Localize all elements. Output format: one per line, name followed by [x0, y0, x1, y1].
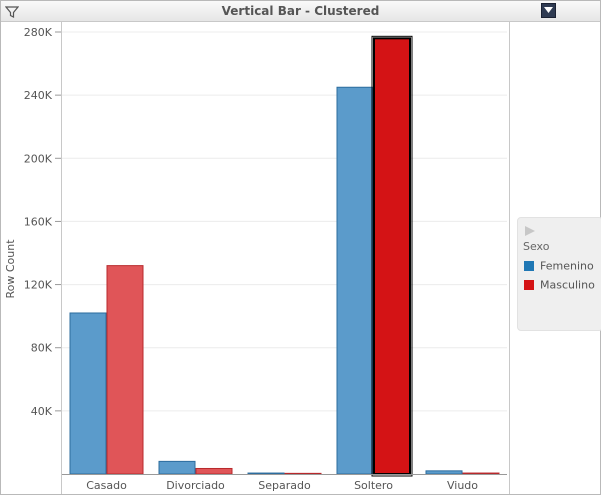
y-tick-label: 200K	[24, 152, 53, 165]
selection-outline	[371, 35, 413, 477]
legend-title: Sexo	[523, 240, 550, 253]
y-tick-label: 240K	[24, 89, 53, 102]
y-tick-label: 80K	[31, 342, 53, 355]
bar-femenino-separado[interactable]	[247, 472, 285, 475]
x-tick-label: Viudo	[447, 479, 478, 492]
y-tick-label: 120K	[24, 279, 53, 292]
y-tick-label: 160K	[24, 215, 53, 228]
bar-masculino-viudo[interactable]	[462, 472, 500, 475]
y-tick-label: 40K	[31, 405, 53, 418]
bar-masculino-divorciado[interactable]	[195, 467, 233, 475]
bar-femenino-soltero[interactable]	[336, 86, 374, 475]
bar-chart: 40K 80K 120K 160K 200K 240K 280K Row Count Casad…	[4, 26, 507, 492]
x-tick-label: Separado	[258, 479, 311, 492]
chart-title: Vertical Bar - Clustered	[221, 4, 380, 18]
bar-masculino-soltero[interactable]	[373, 37, 411, 475]
bar-femenino-viudo[interactable]	[425, 470, 463, 475]
chevron-down-icon[interactable]	[541, 3, 556, 18]
legend: Sexo Femenino Masculino	[517, 217, 601, 331]
x-tick-label: Casado	[86, 479, 127, 492]
plot-area-border	[61, 22, 510, 494]
legend-swatch-masculino	[524, 280, 534, 290]
title-bar: Vertical Bar - Clustered	[1, 1, 600, 22]
legend-label-masculino: Masculino	[540, 278, 595, 292]
legend-label-femenino: Femenino	[540, 259, 594, 273]
bar-femenino-divorciado[interactable]	[158, 460, 196, 475]
bar-masculino-casado[interactable]	[106, 265, 144, 475]
y-tick-label: 280K	[24, 26, 53, 39]
legend-swatch-femenino	[524, 261, 534, 271]
legend-item-femenino[interactable]: Femenino	[524, 259, 594, 273]
filter-icon[interactable]	[4, 4, 20, 18]
bar-femenino-casado[interactable]	[69, 312, 107, 475]
legend-item-masculino[interactable]: Masculino	[524, 278, 595, 292]
play-arrow-icon[interactable]	[524, 222, 536, 241]
y-axis-label: Row Count	[4, 239, 17, 299]
x-tick-label: Soltero	[354, 479, 393, 492]
x-tick-label: Divorciado	[166, 479, 225, 492]
